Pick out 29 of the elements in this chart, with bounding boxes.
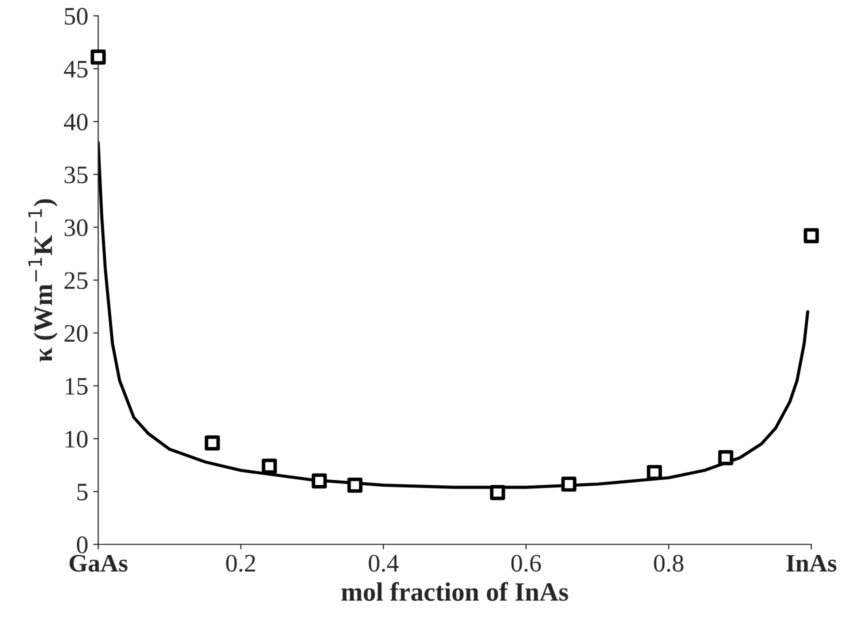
y-tick-label: 0 — [76, 536, 88, 554]
x-axis-title: mol fraction of InAs — [341, 582, 568, 601]
x-tick-label: 0.6 — [511, 554, 541, 572]
point — [204, 435, 220, 450]
x-tick-label: 0.2 — [226, 554, 256, 572]
x-tick-label: 0.8 — [654, 554, 684, 572]
x-tick-label: InAs — [786, 554, 836, 572]
point — [347, 478, 362, 493]
point — [804, 228, 819, 244]
y-tick-label: 35 — [64, 166, 88, 184]
point — [262, 458, 277, 474]
y-tick-label: 25 — [64, 272, 88, 290]
y-axis-title: κ (Wm$^{−1}$K$^{−1}$) — [28, 199, 58, 362]
y-tick-label: 50 — [64, 8, 88, 25]
point — [718, 450, 734, 466]
point — [646, 464, 662, 480]
y-tick-label: 10 — [66, 430, 88, 448]
x-tick-label: 0.4 — [368, 554, 399, 572]
point — [312, 473, 327, 488]
y-tick-label: 20 — [64, 325, 88, 342]
y-tick-label: 30 — [64, 219, 88, 236]
x-tick-label: GaAs — [70, 554, 128, 572]
point — [490, 485, 506, 500]
y-tick-label: 40 — [64, 114, 88, 130]
y-tick-label: 5 — [77, 484, 88, 500]
y-tick-label: 45 — [64, 60, 88, 78]
point — [90, 50, 106, 65]
y-tick-label: 15 — [66, 378, 88, 395]
point — [561, 476, 576, 492]
